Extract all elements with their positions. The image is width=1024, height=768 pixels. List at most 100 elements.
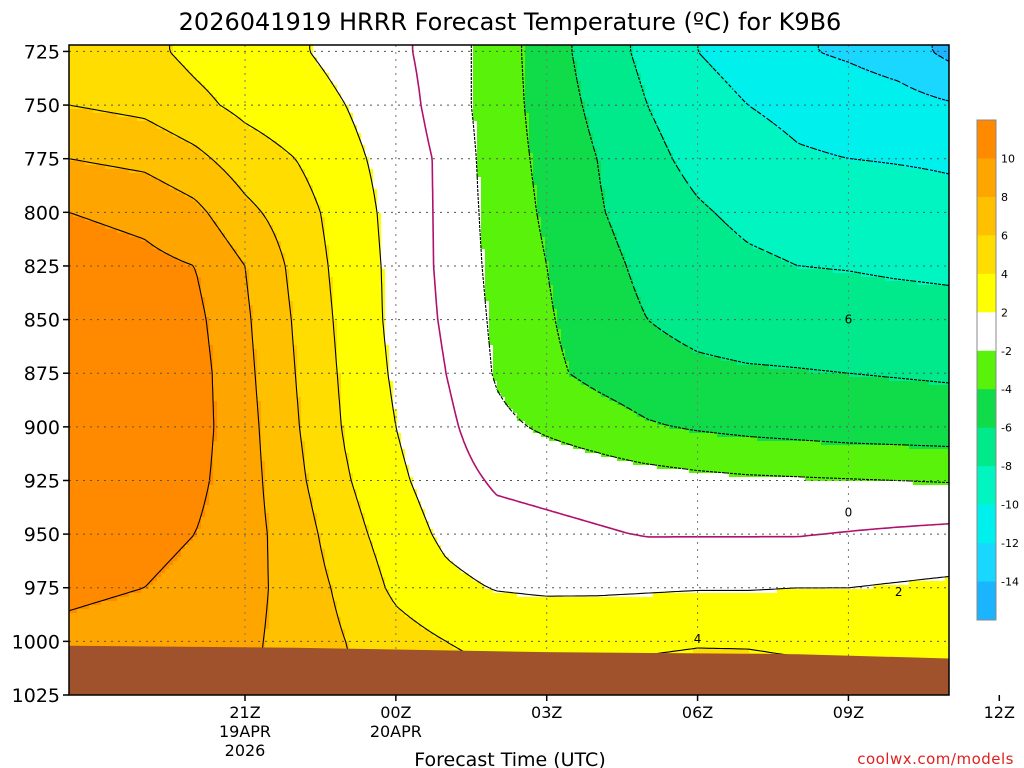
- temperature-cell: [313, 185, 374, 190]
- temperature-cell: [413, 477, 806, 482]
- temperature-cell: [293, 309, 334, 314]
- temperature-cell: [481, 197, 538, 202]
- temperature-cell: [341, 393, 394, 398]
- temperature-cell: [481, 225, 542, 230]
- temperature-cell: [69, 193, 186, 198]
- temperature-cell: [529, 149, 598, 154]
- temperature-cell: [217, 161, 298, 166]
- temperature-cell: [489, 341, 562, 346]
- temperature-cell: [69, 269, 198, 274]
- temperature-cell: [817, 149, 949, 154]
- temperature-cell: [473, 85, 526, 90]
- temperature-cell: [357, 125, 478, 130]
- temperature-cell: [69, 541, 190, 546]
- temperature-cell: [721, 357, 949, 362]
- temperature-cell: [69, 253, 170, 258]
- temperature-cell: [589, 125, 658, 130]
- temperature-cell: [389, 377, 494, 382]
- temperature-cell: [69, 529, 198, 534]
- temperature-cell: [337, 333, 386, 338]
- temperature-cell: [349, 453, 406, 458]
- temperature-cell: [365, 149, 478, 154]
- temperature-cell: [709, 61, 846, 66]
- temperature-cell: [569, 373, 850, 378]
- temperature-cell: [673, 153, 830, 158]
- temperature-cell: [701, 197, 949, 202]
- temperature-cell: [809, 369, 949, 374]
- temperature-cell: [269, 525, 318, 530]
- temperature-cell: [69, 145, 198, 150]
- temperature-cell: [297, 161, 370, 166]
- temperature-cell: [417, 489, 949, 494]
- temperature-cell: [525, 77, 578, 82]
- temperature-cell: [565, 357, 722, 362]
- temperature-cell: [361, 509, 426, 514]
- temperature-cell: [221, 105, 350, 110]
- temperature-cell: [645, 93, 738, 98]
- temperature-cell: [937, 53, 949, 58]
- temperature-cell: [661, 133, 790, 138]
- temperature-cell: [469, 573, 949, 578]
- temperature-cell: [329, 257, 382, 262]
- temperature-cell: [605, 201, 706, 206]
- colorbar-segment: [977, 273, 996, 313]
- temperature-cell: [333, 297, 386, 302]
- temperature-cell: [633, 277, 886, 282]
- temperature-cell: [361, 133, 478, 138]
- temperature-cell: [401, 433, 542, 438]
- temperature-cell: [69, 385, 214, 390]
- temperature-cell: [301, 165, 370, 170]
- temperature-cell: [69, 613, 270, 618]
- temperature-cell: [301, 425, 346, 430]
- temperature-cell: [341, 385, 394, 390]
- temperature-cell: [69, 501, 210, 506]
- temperature-cell: [597, 157, 674, 162]
- isotherm-minus2: [470, 45, 949, 484]
- temperature-cell: [501, 393, 602, 398]
- temperature-cell: [405, 461, 634, 466]
- temperature-cell: [341, 389, 394, 394]
- temperature-cell: [581, 97, 646, 102]
- temperature-cell: [69, 301, 206, 306]
- temperature-cell: [257, 385, 298, 390]
- temperature-cell: [717, 69, 866, 74]
- temperature-cell: [401, 437, 550, 442]
- temperature-cell: [297, 377, 342, 382]
- temperature-cell: [473, 105, 526, 110]
- temperature-cell: [337, 353, 390, 358]
- temperature-cell: [69, 101, 218, 106]
- temperature-cell: [69, 45, 174, 50]
- temperature-cell: [261, 421, 302, 426]
- temperature-cell: [265, 645, 350, 650]
- colorbar-segment: [977, 543, 996, 582]
- temperature-cell: [265, 477, 310, 482]
- temperature-cell: [529, 129, 590, 134]
- temperature-cell: [385, 581, 482, 586]
- temperature-cell: [69, 477, 214, 482]
- temperature-cell: [293, 301, 334, 306]
- temperature-cell: [69, 329, 210, 334]
- temperature-cell: [69, 169, 130, 174]
- temperature-cell: [317, 57, 474, 62]
- temperature-cell: [409, 473, 730, 478]
- temperature-cell: [333, 309, 386, 314]
- temperature-cell: [69, 549, 182, 554]
- temperature-cell: [289, 293, 334, 298]
- temperature-cell: [209, 321, 254, 326]
- temperature-cell: [377, 561, 454, 566]
- temperature-cell: [209, 485, 266, 490]
- temperature-cell: [381, 221, 482, 226]
- temperature-cell: [481, 193, 538, 198]
- temperature-cell: [697, 193, 949, 198]
- colorbar-label: 2: [1001, 306, 1008, 319]
- temperature-cell: [69, 633, 266, 638]
- temperature-cell: [441, 545, 949, 550]
- temperature-cell: [545, 257, 626, 262]
- temperature-cell: [209, 493, 266, 498]
- temperature-cell: [265, 481, 310, 486]
- temperature-cell: [301, 429, 346, 434]
- temperature-cell: [385, 325, 490, 330]
- temperature-cell: [393, 385, 498, 390]
- temperature-cell: [353, 117, 474, 122]
- temperature-cell: [269, 565, 326, 570]
